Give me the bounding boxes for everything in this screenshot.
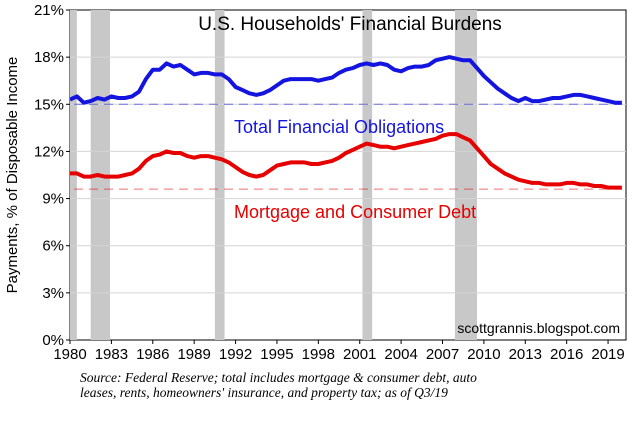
- y-tick-label: 3%: [42, 285, 64, 302]
- y-tick-label: 12%: [34, 143, 64, 160]
- y-tick-label: 18%: [34, 49, 64, 66]
- x-tick-label: 1995: [260, 346, 293, 363]
- x-tick-label: 2001: [343, 346, 376, 363]
- y-tick-label: 9%: [42, 191, 64, 208]
- y-tick-label: 15%: [34, 96, 64, 113]
- plot-frame: [69, 9, 627, 341]
- reference-lines: [74, 103, 622, 190]
- series-line-total-financial-obligations: [69, 55, 622, 105]
- y-axis-ticks: 0% 3% 6% 9% 12% 15% 18% 21%: [34, 2, 70, 349]
- x-tick-label: 2016: [550, 346, 583, 363]
- x-tick-label: 1980: [53, 346, 86, 363]
- y-tick-label: 21%: [34, 2, 64, 19]
- series-label-mortgage-and-consumer-debt: Mortgage and Consumer Debt: [234, 202, 476, 222]
- source-note: Source: Federal Reserve; total includes …: [80, 370, 477, 400]
- y-tick-label: 0%: [42, 332, 64, 349]
- x-tick-label: 2010: [467, 346, 500, 363]
- x-tick-label: 1992: [219, 346, 252, 363]
- series-line-mortgage-and-consumer-debt: [70, 132, 622, 190]
- recession-band-5: [454, 10, 477, 340]
- credit-label: scottgrannis.blogspot.com: [457, 320, 620, 336]
- y-axis-label: Payments, % of Disposable Income: [4, 57, 21, 294]
- series-label-total-financial-obligations: Total Financial Obligations: [234, 117, 444, 137]
- x-tick-label: 2007: [426, 346, 459, 363]
- chart-title: U.S. Households' Financial Burdens: [198, 14, 502, 35]
- x-tick-label: 1983: [95, 346, 128, 363]
- line-chart: 0% 3% 6% 9% 12% 15% 18% 21% 1980 1983 1986 1989 199…: [4, 2, 627, 363]
- x-tick-label: 1989: [177, 346, 210, 363]
- recession-band-4: [362, 10, 373, 340]
- series-lines: [69, 55, 622, 190]
- y-tick-label: 6%: [42, 238, 64, 255]
- recession-band-3: [214, 10, 225, 340]
- x-tick-label: 1986: [136, 346, 169, 363]
- x-axis-ticks: 1980 1983 1986 1989 1992 1995 1998 2001 2004 2007…: [53, 340, 625, 363]
- x-tick-label: 1998: [302, 346, 335, 363]
- x-tick-label: 2019: [591, 346, 624, 363]
- x-tick-label: 2013: [509, 346, 542, 363]
- x-tick-label: 2004: [384, 346, 417, 363]
